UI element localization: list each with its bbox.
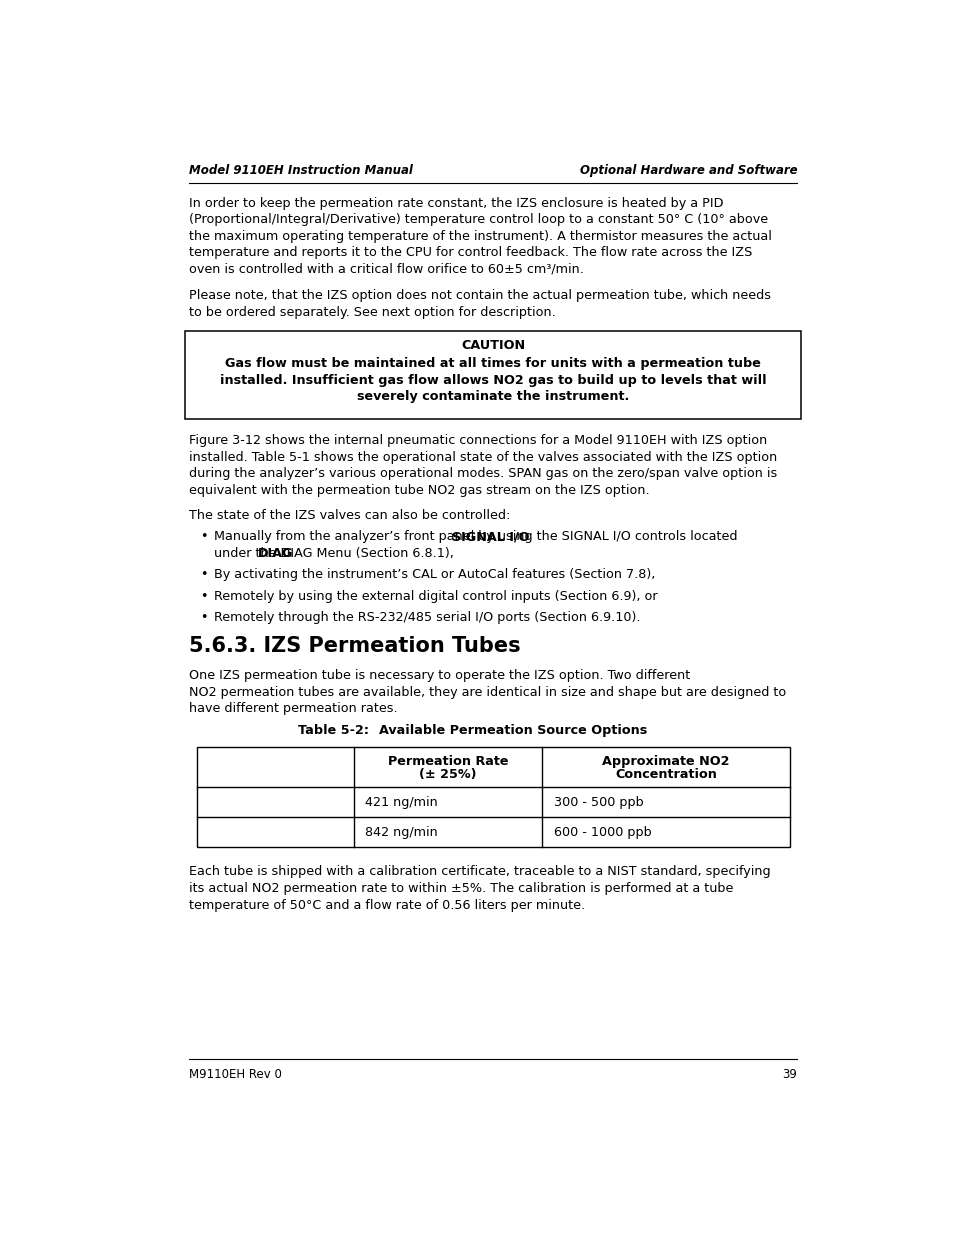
- Text: In order to keep the permeation rate constant, the IZS enclosure is heated by a : In order to keep the permeation rate con…: [189, 196, 722, 210]
- Text: SIGNAL I/O: SIGNAL I/O: [452, 530, 529, 543]
- Text: Model 9110EH Instruction Manual: Model 9110EH Instruction Manual: [189, 164, 413, 177]
- Text: to be ordered separately. See next option for description.: to be ordered separately. See next optio…: [189, 306, 556, 319]
- Text: The state of the IZS valves can also be controlled:: The state of the IZS valves can also be …: [189, 509, 510, 522]
- Text: Figure 3-12 shows the internal pneumatic connections for a Model 9110EH with IZS: Figure 3-12 shows the internal pneumatic…: [189, 435, 766, 447]
- Text: installed. Insufficient gas flow allows NO2 gas to build up to levels that will: installed. Insufficient gas flow allows …: [219, 373, 765, 387]
- Bar: [196, 747, 789, 847]
- Text: installed. Table 5-1 shows the operational state of the valves associated with t: installed. Table 5-1 shows the operation…: [189, 451, 777, 464]
- Text: Each tube is shipped with a calibration certificate, traceable to a NIST standar: Each tube is shipped with a calibration …: [189, 866, 770, 878]
- Text: under the DIAG Menu (Section 6.8.1),: under the DIAG Menu (Section 6.8.1),: [213, 547, 454, 559]
- Text: 842 ng/min: 842 ng/min: [365, 826, 437, 839]
- Text: •: •: [200, 530, 208, 543]
- Text: 600 - 1000 ppb: 600 - 1000 ppb: [553, 826, 651, 839]
- Text: during the analyzer’s various operational modes. SPAN gas on the zero/span valve: during the analyzer’s various operationa…: [189, 467, 777, 480]
- Text: oven is controlled with a critical flow orifice to 60±5 cm³/min.: oven is controlled with a critical flow …: [189, 263, 583, 275]
- Text: have different permeation rates.: have different permeation rates.: [189, 703, 397, 715]
- Text: One IZS permeation tube is necessary to operate the IZS option. Two different: One IZS permeation tube is necessary to …: [189, 669, 690, 683]
- Text: Available Permeation Source Options: Available Permeation Source Options: [378, 724, 646, 737]
- Text: temperature and reports it to the CPU for control feedback. The flow rate across: temperature and reports it to the CPU fo…: [189, 246, 752, 259]
- Text: 39: 39: [781, 1068, 797, 1082]
- Text: By activating the instrument’s CAL or AutoCal features (Section 7.8),: By activating the instrument’s CAL or Au…: [213, 568, 655, 582]
- Text: Approximate NO2: Approximate NO2: [601, 756, 729, 768]
- Text: its actual NO2 permeation rate to within ±5%. The calibration is performed at a : its actual NO2 permeation rate to within…: [189, 882, 733, 895]
- Bar: [185, 331, 801, 420]
- Text: Please note, that the IZS option does not contain the actual permeation tube, wh: Please note, that the IZS option does no…: [189, 289, 770, 303]
- Text: severely contaminate the instrument.: severely contaminate the instrument.: [356, 390, 629, 403]
- Text: Table 5-2:: Table 5-2:: [297, 724, 368, 737]
- Text: 5.6.3. IZS Permeation Tubes: 5.6.3. IZS Permeation Tubes: [189, 636, 520, 656]
- Text: •: •: [200, 590, 208, 603]
- Text: Optional Hardware and Software: Optional Hardware and Software: [579, 164, 797, 177]
- Text: Remotely by using the external digital control inputs (Section 6.9), or: Remotely by using the external digital c…: [213, 590, 657, 603]
- Text: temperature of 50°C and a flow rate of 0.56 liters per minute.: temperature of 50°C and a flow rate of 0…: [189, 899, 584, 911]
- Text: M9110EH Rev 0: M9110EH Rev 0: [189, 1068, 281, 1082]
- Text: DIAG: DIAG: [257, 547, 294, 559]
- Text: the maximum operating temperature of the instrument). A thermistor measures the : the maximum operating temperature of the…: [189, 230, 771, 243]
- Text: CAUTION: CAUTION: [460, 338, 525, 352]
- Text: NO2 permeation tubes are available, they are identical in size and shape but are: NO2 permeation tubes are available, they…: [189, 685, 785, 699]
- Text: •: •: [200, 611, 208, 625]
- Text: (± 25%): (± 25%): [418, 768, 476, 781]
- Text: Gas flow must be maintained at all times for units with a permeation tube: Gas flow must be maintained at all times…: [225, 357, 760, 370]
- Text: Concentration: Concentration: [615, 768, 716, 781]
- Text: Remotely through the RS-232/485 serial I/O ports (Section 6.9.10).: Remotely through the RS-232/485 serial I…: [213, 611, 639, 625]
- Text: equivalent with the permeation tube NO2 gas stream on the IZS option.: equivalent with the permeation tube NO2 …: [189, 484, 649, 496]
- Text: (Proportional/Integral/Derivative) temperature control loop to a constant 50° C : (Proportional/Integral/Derivative) tempe…: [189, 214, 767, 226]
- Text: •: •: [200, 568, 208, 582]
- Text: Permeation Rate: Permeation Rate: [387, 756, 508, 768]
- Text: 300 - 500 ppb: 300 - 500 ppb: [553, 795, 643, 809]
- Text: 421 ng/min: 421 ng/min: [365, 795, 437, 809]
- Text: Manually from the analyzer’s front panel by using the SIGNAL I/O controls locate: Manually from the analyzer’s front panel…: [213, 530, 737, 543]
